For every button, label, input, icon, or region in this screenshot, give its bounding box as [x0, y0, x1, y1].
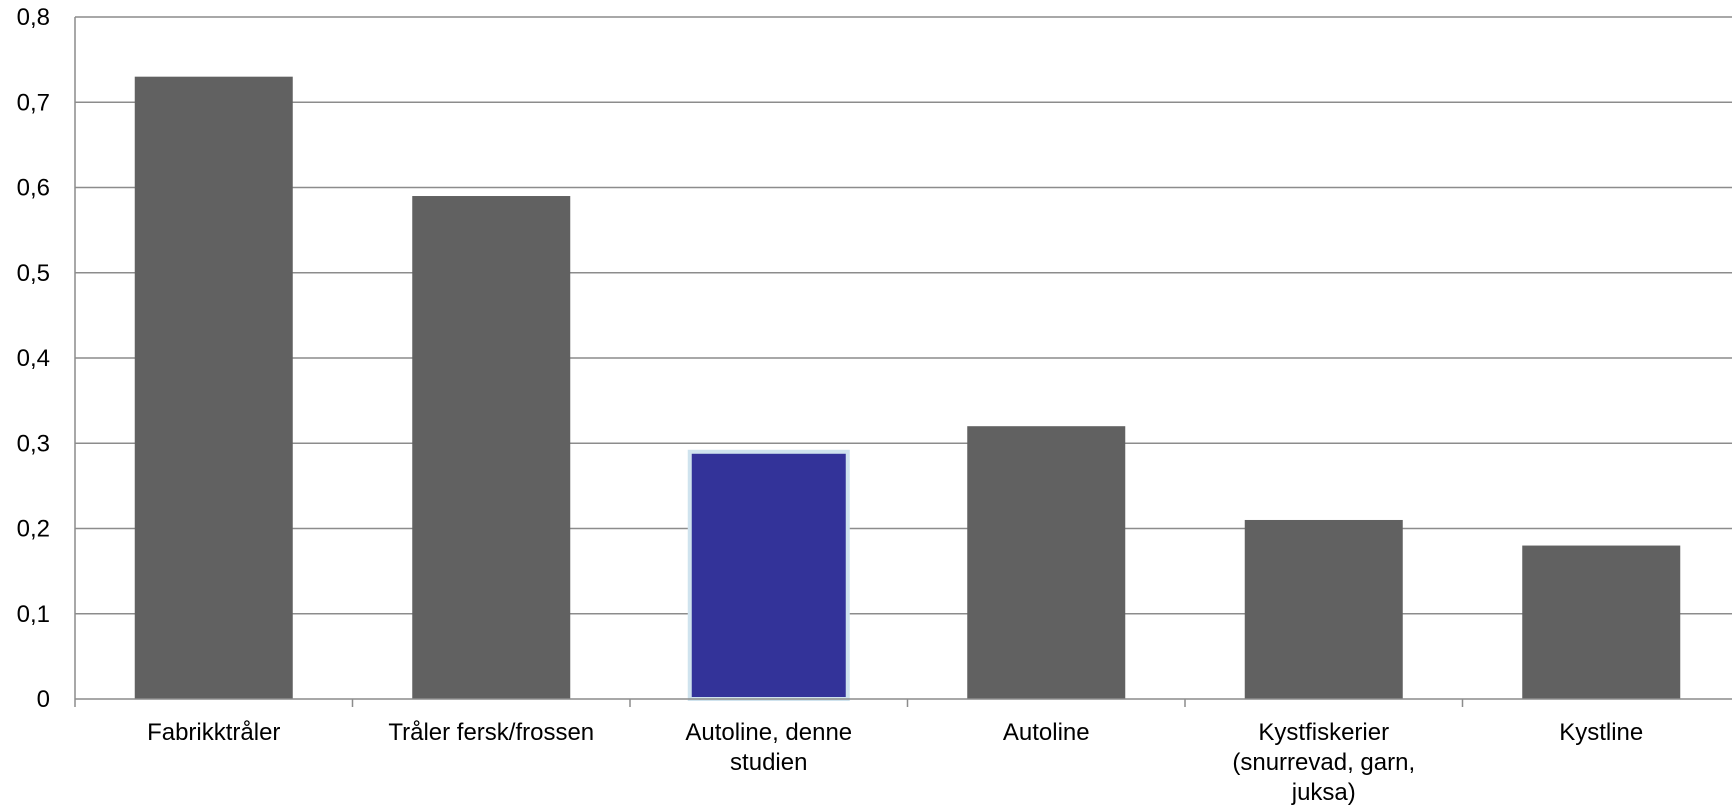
y-tick-label: 0,4	[17, 345, 50, 372]
bar-highlighted	[687, 449, 850, 701]
x-tick-labels: Fabrikktråler Tråler fersk/frossen Autolin…	[147, 719, 1643, 806]
x-tick-label: Kystline	[1559, 719, 1643, 746]
bars	[134, 76, 1681, 701]
x-tick-label: Autoline	[1003, 719, 1090, 746]
bar	[134, 76, 293, 700]
y-tick-label: 0,5	[17, 260, 50, 287]
y-tick-label: 0,6	[17, 175, 50, 202]
y-tick-label: 0,3	[17, 430, 50, 457]
y-tick-label: 0,2	[17, 516, 50, 543]
axes	[74, 17, 1732, 707]
bar	[1522, 545, 1681, 699]
y-tick-label: 0,8	[17, 4, 50, 31]
x-tick-label: Autoline, denne	[685, 719, 852, 746]
gridlines	[75, 16, 1732, 615]
x-tick-label: Fabrikktråler	[147, 719, 280, 746]
bar	[412, 196, 571, 699]
y-tick-label: 0,7	[17, 89, 50, 116]
x-tick-label: (snurrevad, garn,	[1232, 749, 1415, 776]
x-tick-label: Kystfiskerier	[1258, 719, 1389, 746]
y-tick-labels: 0 0,1 0,2 0,3 0,4 0,5 0,6 0,7 0,8	[17, 4, 50, 713]
y-tick-label: 0,1	[17, 601, 50, 628]
bar	[967, 426, 1126, 699]
bar	[1244, 519, 1403, 699]
y-tick-label: 0	[37, 686, 50, 713]
x-tick-label: juksa)	[1291, 779, 1356, 806]
x-tick-label: Tråler fersk/frossen	[388, 719, 594, 746]
x-tick-label: studien	[730, 749, 807, 776]
